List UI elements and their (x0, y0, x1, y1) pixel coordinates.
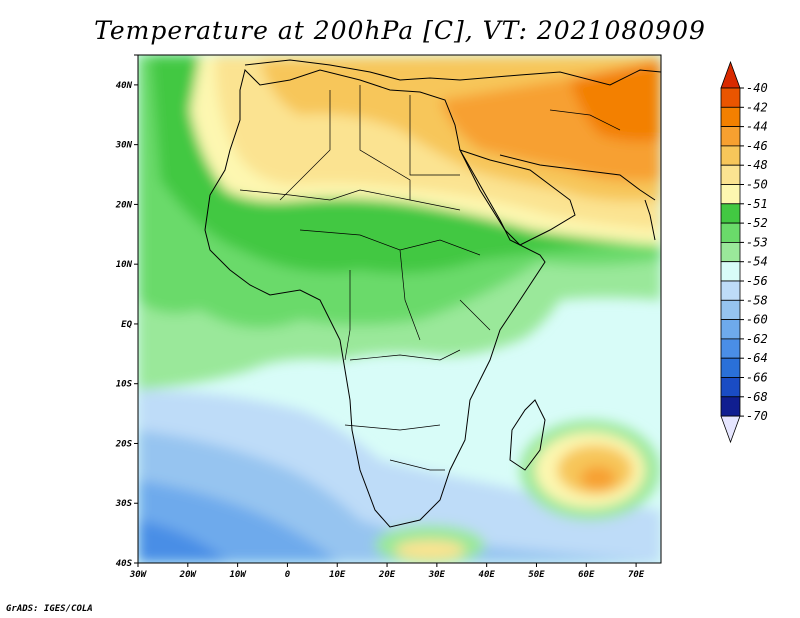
lat-tick-label: 40N (116, 81, 133, 91)
colorbar-box (720, 106, 741, 128)
colorbar-box (720, 357, 741, 378)
colorbar-box (720, 87, 741, 108)
colorbar-label: -64 (746, 351, 768, 365)
lon-tick-label: 30W (129, 570, 148, 580)
lat-tick-label-top: 45N (116, 51, 133, 61)
lon-tick-label: 40E (479, 570, 496, 580)
colorbar-label: -48 (746, 158, 768, 172)
lon-tick-label: 50E (528, 570, 545, 580)
temperature-field (138, 55, 661, 563)
lat-tick-label: EQ (121, 320, 132, 330)
lon-tick-label: 60E (578, 570, 595, 580)
lat-tick-label: 20S (115, 439, 133, 449)
colorbar-box (720, 377, 741, 398)
latitude-labels: 40N 30N 20N 10N EQ 10S 20S 30S 40S 45N (115, 51, 133, 569)
axis-ticks (134, 54, 637, 567)
colorbar-label: -44 (746, 120, 768, 134)
colorbar-box (720, 396, 741, 417)
lon-tick-label: 10W (229, 570, 247, 580)
map-title: Temperature at 200hPa [C], VT: 202108090… (94, 16, 706, 45)
lat-tick-label: 30S (115, 499, 133, 509)
lon-tick-label: 20E (378, 570, 396, 580)
lon-tick-label: 20W (179, 570, 198, 580)
lat-tick-label: 40S (116, 559, 133, 569)
colorbar-box (720, 319, 741, 340)
colorbar-box (720, 164, 741, 185)
lat-tick-label: 20N (115, 200, 133, 210)
colorbar-label: -58 (746, 293, 768, 307)
colorbar-label: -62 (746, 332, 768, 346)
lon-tick-label: 70E (628, 570, 645, 580)
colorbar-box (720, 145, 741, 166)
colorbar-bottom-triangle (720, 415, 741, 444)
colorbar-label: -51 (746, 197, 768, 211)
colorbar-box (720, 184, 741, 205)
colorbar-label: -70 (746, 409, 768, 423)
lat-tick-label: 30N (115, 141, 133, 151)
lat-tick-label: 10N (116, 260, 133, 270)
colorbar: -40 -42 -44 -46 -48 -50 -51 -52 -53 -54 -56 -58 -60 -… (720, 60, 768, 444)
lon-tick-label: 0 (285, 570, 291, 580)
colorbar-label: -56 (746, 274, 768, 288)
coastlines (204, 59, 661, 528)
colorbar-top-triangle (720, 60, 741, 89)
colorbar-label: -68 (746, 390, 768, 404)
colorbar-label: -52 (746, 216, 768, 230)
colorbar-label: -50 (746, 178, 768, 192)
colorbar-label: -54 (746, 255, 768, 269)
footer-credit: GrADS: IGES/COLA (6, 604, 93, 614)
plot-frame (137, 54, 662, 564)
colorbar-box (720, 126, 741, 147)
colorbar-label: -60 (746, 313, 768, 327)
colorbar-label: -53 (746, 235, 768, 249)
colorbar-box (720, 299, 741, 320)
colorbar-box (720, 261, 741, 282)
lon-tick-label: 30E (428, 570, 446, 580)
country-borders (239, 85, 621, 471)
colorbar-box (720, 203, 741, 224)
colorbar-box (720, 280, 741, 301)
colorbar-box (720, 338, 741, 359)
colorbar-box (720, 241, 741, 263)
lat-tick-label: 10S (116, 380, 133, 390)
colorbar-box (720, 222, 741, 243)
colorbar-label: -40 (746, 81, 768, 95)
longitude-labels: 30W 20W 10W 0 10E 20E 30E 40E 50E 60E 70E (129, 570, 645, 580)
colorbar-label: -46 (746, 139, 768, 153)
colorbar-label: -66 (746, 371, 768, 385)
colorbar-label: -42 (746, 100, 768, 114)
lon-tick-label: 10E (329, 570, 346, 580)
